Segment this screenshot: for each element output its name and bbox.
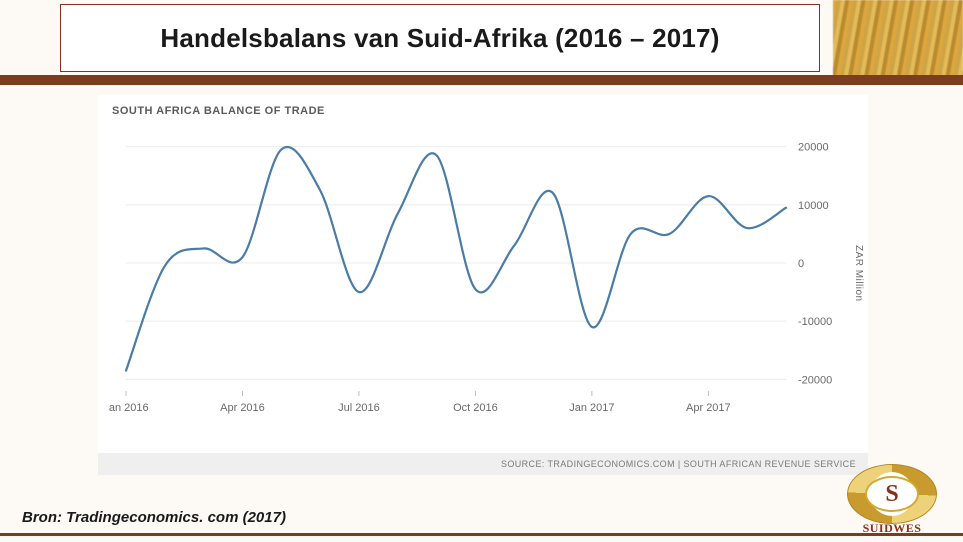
suidwes-logo: S SUIDWES xyxy=(843,464,941,534)
svg-text:-10000: -10000 xyxy=(798,316,832,328)
footer-underline xyxy=(0,533,963,536)
chart-title: SOUTH AFRICA BALANCE OF TRADE xyxy=(112,105,325,117)
svg-text:10000: 10000 xyxy=(798,200,829,212)
slide-title: Handelsbalans van Suid-Afrika (2016 – 20… xyxy=(160,23,719,54)
svg-text:-20000: -20000 xyxy=(798,374,832,386)
logo-center-disc: S xyxy=(865,476,919,512)
svg-text:0: 0 xyxy=(798,258,804,270)
svg-text:Oct 2016: Oct 2016 xyxy=(453,402,498,414)
svg-text:Jan 2017: Jan 2017 xyxy=(569,402,614,414)
y-axis-label: ZAR Million xyxy=(853,245,864,302)
chart-card: SOUTH AFRICA BALANCE OF TRADE 20000 10000… xyxy=(98,95,868,475)
svg-text:Jan 2016: Jan 2016 xyxy=(108,402,149,414)
chart-source-strip: SOURCE: TRADINGECONOMICS.COM | SOUTH AFR… xyxy=(98,453,868,475)
chart-source-text: SOURCE: TRADINGECONOMICS.COM | SOUTH AFR… xyxy=(501,459,856,469)
slide-title-box: Handelsbalans van Suid-Afrika (2016 – 20… xyxy=(60,4,820,72)
balance-of-trade-line-chart: 20000 10000 0 -10000 -20000 Jan 2016 Apr 2016… xyxy=(108,125,848,425)
svg-text:Apr 2017: Apr 2017 xyxy=(686,402,731,414)
header-wheat-image xyxy=(833,0,963,80)
logo-initial: S xyxy=(885,481,898,508)
svg-text:Apr 2016: Apr 2016 xyxy=(220,402,265,414)
svg-text:20000: 20000 xyxy=(798,142,829,154)
header-underline-band xyxy=(0,75,963,85)
svg-text:Jul 2016: Jul 2016 xyxy=(338,402,380,414)
footer-source-citation: Bron: Tradingeconomics. com (2017) xyxy=(22,509,286,526)
logo-wordmark: SUIDWES xyxy=(843,521,941,536)
